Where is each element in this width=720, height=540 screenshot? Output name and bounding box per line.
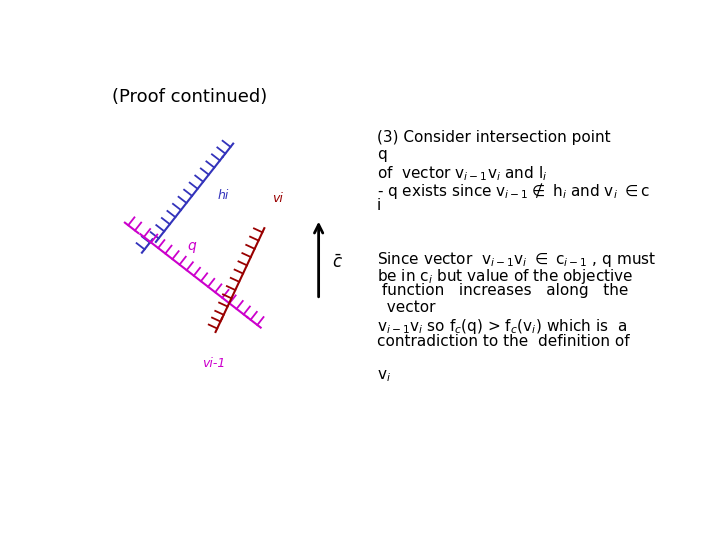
Text: of  vector v$_{i-1}$v$_i$ and l$_i$: of vector v$_{i-1}$v$_i$ and l$_i$ bbox=[377, 164, 547, 183]
Text: v$_i$: v$_i$ bbox=[377, 368, 391, 384]
Text: function   increases   along   the: function increases along the bbox=[377, 284, 628, 299]
Text: q: q bbox=[377, 147, 387, 162]
Text: v$_{i-1}$v$_i$ so f$_c$(q) > f$_c$(v$_i$) which is  a: v$_{i-1}$v$_i$ so f$_c$(q) > f$_c$(v$_i$… bbox=[377, 318, 627, 336]
Text: (Proof continued): (Proof continued) bbox=[112, 88, 267, 106]
Text: vi: vi bbox=[272, 192, 283, 205]
Text: vi-1: vi-1 bbox=[202, 357, 226, 370]
Text: q: q bbox=[187, 239, 196, 253]
Text: vector: vector bbox=[377, 300, 436, 315]
Text: be in c$_i$ but value of the objective: be in c$_i$ but value of the objective bbox=[377, 267, 633, 286]
Text: $\bar{c}$: $\bar{c}$ bbox=[332, 254, 343, 273]
Text: Since vector  v$_{i-1}$v$_i$ $\in$ c$_{i-1}$ , q must: Since vector v$_{i-1}$v$_i$ $\in$ c$_{i-… bbox=[377, 249, 656, 268]
Text: i: i bbox=[377, 198, 381, 213]
Text: hi: hi bbox=[218, 189, 229, 202]
Text: (3) Consider intersection point: (3) Consider intersection point bbox=[377, 130, 611, 145]
Text: contradiction to the  definition of: contradiction to the definition of bbox=[377, 334, 629, 349]
Text: - q exists since v$_{i-1}$$\notin$ h$_i$ and v$_i$ $\in$c: - q exists since v$_{i-1}$$\notin$ h$_i$… bbox=[377, 181, 650, 201]
